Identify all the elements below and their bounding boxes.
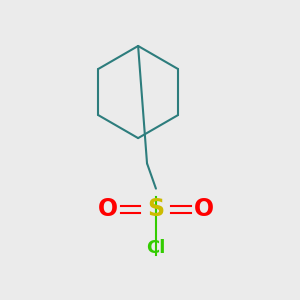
Text: O: O: [194, 197, 214, 221]
Text: O: O: [98, 197, 118, 221]
Text: S: S: [147, 197, 164, 221]
Text: Cl: Cl: [146, 239, 166, 257]
